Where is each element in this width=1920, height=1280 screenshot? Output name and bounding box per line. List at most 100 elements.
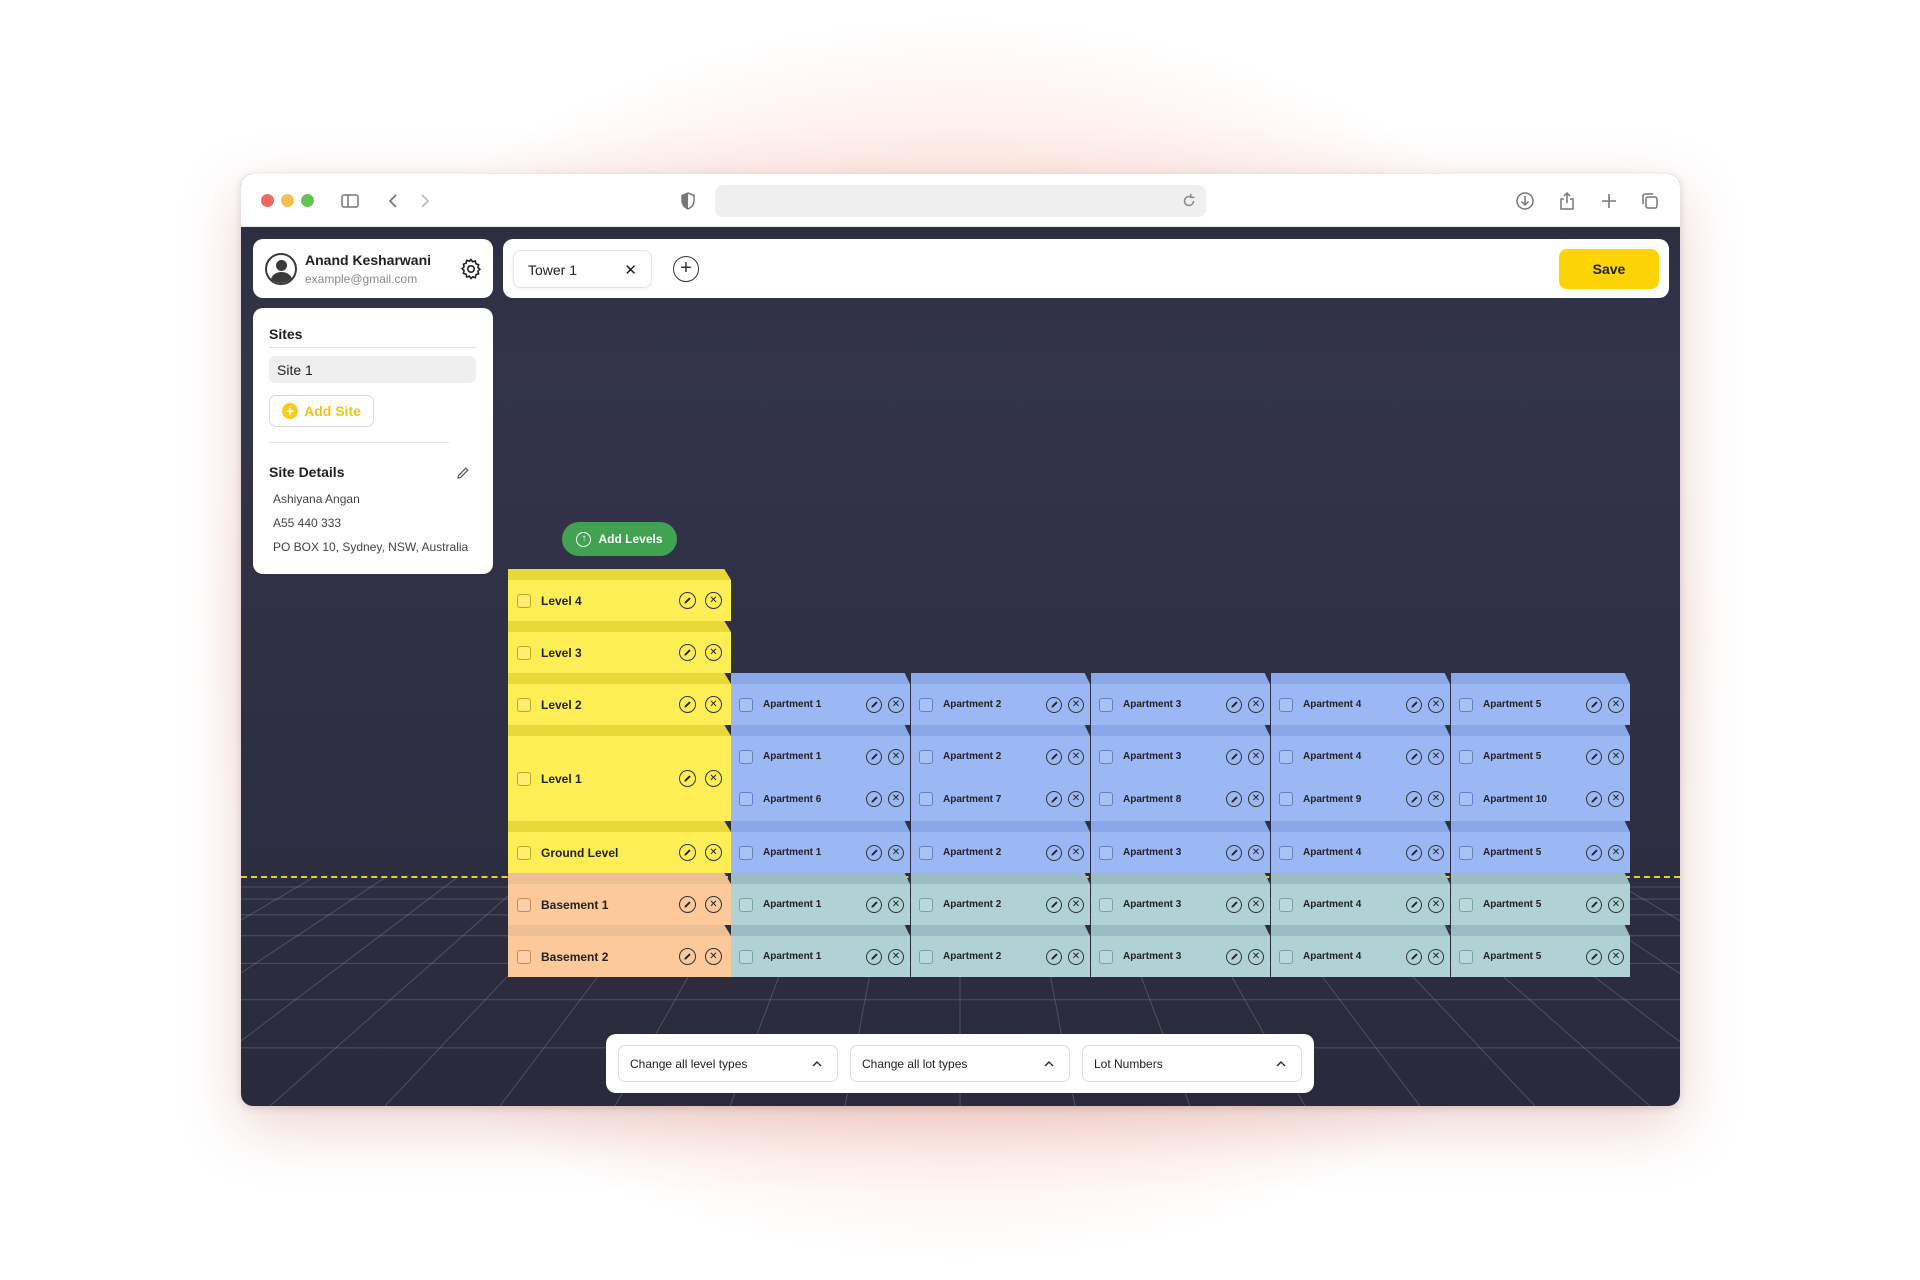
close-window-button[interactable] (261, 194, 274, 207)
tabs-overview-icon[interactable] (1637, 188, 1663, 214)
delete-close-icon[interactable]: ✕ (705, 896, 722, 913)
select-checkbox[interactable] (1279, 697, 1293, 712)
delete-close-icon[interactable]: ✕ (1248, 896, 1264, 913)
sidebar-icon[interactable] (337, 188, 363, 214)
select-checkbox[interactable] (517, 593, 531, 608)
delete-close-icon[interactable]: ✕ (705, 948, 722, 965)
edit-pencil-icon[interactable] (679, 896, 696, 913)
delete-close-icon[interactable]: ✕ (888, 791, 904, 807)
select-checkbox[interactable] (517, 845, 531, 860)
edit-pencil-icon[interactable] (866, 844, 882, 861)
delete-close-icon[interactable]: ✕ (1248, 948, 1264, 965)
back-icon[interactable] (381, 188, 407, 214)
delete-close-icon[interactable]: ✕ (1068, 844, 1084, 861)
delete-close-icon[interactable]: ✕ (1248, 844, 1264, 861)
edit-pencil-icon[interactable] (1046, 896, 1062, 913)
edit-pencil-icon[interactable] (1226, 948, 1242, 965)
apartment-block[interactable]: Apartment 4 ✕ (1271, 873, 1450, 925)
delete-close-icon[interactable]: ✕ (1068, 896, 1084, 913)
select-checkbox[interactable] (919, 792, 933, 806)
edit-pencil-icon[interactable] (1226, 696, 1242, 713)
delete-close-icon[interactable]: ✕ (1428, 748, 1444, 765)
apartment-block[interactable]: Apartment 5 ✕ (1451, 673, 1630, 725)
edit-pencil-icon[interactable] (1586, 791, 1602, 807)
delete-close-icon[interactable]: ✕ (888, 948, 904, 965)
apartment-block[interactable]: Apartment 2 ✕ (911, 673, 1090, 725)
select-checkbox[interactable] (1099, 949, 1113, 964)
level-block[interactable]: Level 1 ✕ (508, 725, 731, 821)
apartment-block[interactable]: Apartment 2 ✕ (911, 873, 1090, 925)
share-icon[interactable] (1554, 188, 1580, 214)
select-checkbox[interactable] (517, 897, 531, 912)
select-checkbox[interactable] (1459, 845, 1473, 860)
delete-close-icon[interactable]: ✕ (1248, 696, 1264, 713)
delete-close-icon[interactable]: ✕ (888, 844, 904, 861)
edit-pencil-icon[interactable] (679, 948, 696, 965)
avatar[interactable] (265, 253, 297, 285)
select-checkbox[interactable] (919, 949, 933, 964)
edit-pencil-icon[interactable] (1046, 791, 1062, 807)
edit-pencil-icon[interactable] (1586, 948, 1602, 965)
apartment-block[interactable]: Apartment 5 ✕ (1451, 925, 1630, 977)
level-block[interactable]: Level 4 ✕ (508, 569, 731, 621)
delete-close-icon[interactable]: ✕ (705, 696, 722, 713)
delete-close-icon[interactable]: ✕ (1428, 791, 1444, 807)
apartment-block[interactable]: Apartment 2 ✕ (911, 725, 1090, 777)
select-checkbox[interactable] (919, 845, 933, 860)
close-icon[interactable]: ✕ (624, 262, 637, 279)
download-icon[interactable] (1512, 188, 1538, 214)
delete-close-icon[interactable]: ✕ (705, 844, 722, 861)
select-checkbox[interactable] (739, 749, 753, 764)
reload-icon[interactable] (1180, 192, 1198, 210)
add-tab-button[interactable]: + (673, 256, 699, 282)
select-checkbox[interactable] (1459, 697, 1473, 712)
edit-pencil-icon[interactable] (1586, 896, 1602, 913)
edit-pencil-icon[interactable] (1406, 791, 1422, 807)
apartment-block[interactable]: Apartment 9 ✕ (1271, 777, 1450, 821)
add-site-button[interactable]: + Add Site (269, 395, 374, 427)
apartment-block[interactable]: Apartment 5 ✕ (1451, 725, 1630, 777)
select-checkbox[interactable] (919, 697, 933, 712)
delete-close-icon[interactable]: ✕ (1608, 948, 1624, 965)
edit-pencil-icon[interactable] (1046, 696, 1062, 713)
delete-close-icon[interactable]: ✕ (1608, 791, 1624, 807)
lot-numbers-dropdown[interactable]: Lot Numbers (1082, 1045, 1302, 1082)
edit-pencil-icon[interactable] (679, 644, 696, 661)
apartment-block[interactable]: Apartment 4 ✕ (1271, 925, 1450, 977)
delete-close-icon[interactable]: ✕ (888, 896, 904, 913)
select-checkbox[interactable] (1279, 792, 1293, 806)
apartment-block[interactable]: Apartment 3 ✕ (1091, 873, 1270, 925)
edit-pencil-icon[interactable] (1586, 844, 1602, 861)
edit-pencil-icon[interactable] (866, 748, 882, 765)
apartment-block[interactable]: Apartment 1 ✕ (731, 821, 910, 873)
edit-pencil-icon[interactable] (1406, 844, 1422, 861)
level-block[interactable]: Basement 1 ✕ (508, 873, 731, 925)
level-block[interactable]: Level 3 ✕ (508, 621, 731, 673)
delete-close-icon[interactable]: ✕ (1608, 896, 1624, 913)
select-checkbox[interactable] (1279, 897, 1293, 912)
edit-pencil-icon[interactable] (1046, 748, 1062, 765)
delete-close-icon[interactable]: ✕ (1068, 948, 1084, 965)
select-checkbox[interactable] (739, 792, 753, 806)
apartment-block[interactable]: Apartment 3 ✕ (1091, 725, 1270, 777)
edit-pencil-icon[interactable] (866, 791, 882, 807)
forward-icon[interactable] (411, 188, 437, 214)
delete-close-icon[interactable]: ✕ (1068, 696, 1084, 713)
delete-close-icon[interactable]: ✕ (1608, 844, 1624, 861)
apartment-block[interactable]: Apartment 1 ✕ (731, 673, 910, 725)
edit-pencil-icon[interactable] (1406, 748, 1422, 765)
delete-close-icon[interactable]: ✕ (1608, 696, 1624, 713)
delete-close-icon[interactable]: ✕ (1608, 748, 1624, 765)
gear-icon[interactable] (459, 257, 483, 281)
level-block[interactable]: Ground Level ✕ (508, 821, 731, 873)
apartment-block[interactable]: Apartment 5 ✕ (1451, 873, 1630, 925)
edit-pencil-icon[interactable] (1226, 791, 1242, 807)
delete-close-icon[interactable]: ✕ (1248, 748, 1264, 765)
apartment-block[interactable]: Apartment 7 ✕ (911, 777, 1090, 821)
save-button[interactable]: Save (1559, 249, 1659, 289)
select-checkbox[interactable] (517, 949, 531, 964)
apartment-block[interactable]: Apartment 4 ✕ (1271, 673, 1450, 725)
edit-pencil-icon[interactable] (866, 896, 882, 913)
delete-close-icon[interactable]: ✕ (1428, 896, 1444, 913)
edit-pencil-icon[interactable] (679, 696, 696, 713)
